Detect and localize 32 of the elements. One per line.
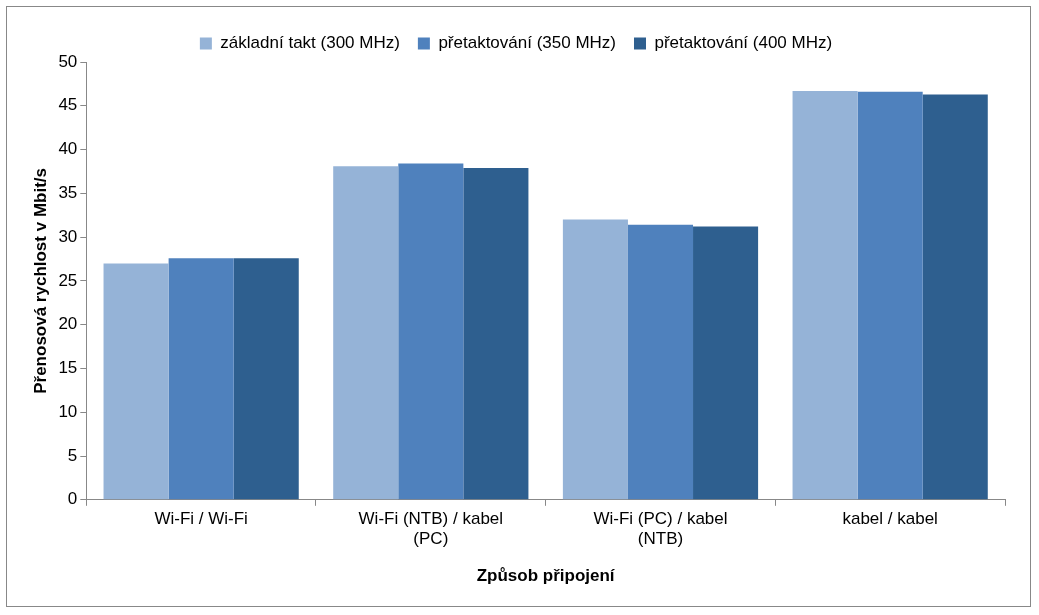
legend-label: základní takt (300 MHz) bbox=[220, 33, 400, 53]
bar bbox=[693, 226, 759, 500]
bar bbox=[168, 258, 234, 500]
x-tick-label: kabel / kabel bbox=[842, 508, 938, 528]
bar bbox=[627, 224, 694, 500]
bar bbox=[792, 90, 858, 500]
y-tick-label: 35 bbox=[58, 183, 78, 203]
x-tick-label: Wi-Fi / Wi-Fi bbox=[154, 508, 248, 528]
x-axis-title: Způsob připojení bbox=[476, 566, 616, 586]
y-tick-label: 5 bbox=[67, 445, 78, 465]
bar bbox=[562, 219, 628, 500]
y-tick-label: 15 bbox=[58, 358, 78, 378]
bar bbox=[857, 91, 923, 500]
y-tick-label: 30 bbox=[58, 226, 78, 246]
y-tick-label: 10 bbox=[58, 401, 78, 421]
bar bbox=[103, 263, 169, 500]
x-tick-label: Wi-Fi (NTB) / kabel (PC) bbox=[358, 508, 504, 549]
bar bbox=[333, 166, 399, 500]
y-tick-label: 20 bbox=[58, 314, 78, 334]
y-tick-label: 50 bbox=[58, 51, 78, 71]
legend-label: přetaktování (350 MHz) bbox=[438, 33, 617, 53]
bar bbox=[922, 94, 988, 500]
legend-label: přetaktování (400 MHz) bbox=[654, 33, 833, 53]
bar bbox=[398, 163, 464, 500]
bar bbox=[463, 167, 529, 500]
y-axis-title: Přenosová rychlost v Mbit/s bbox=[30, 168, 50, 394]
y-tick-label: 0 bbox=[67, 489, 78, 509]
x-tick-label: Wi-Fi (PC) / kabel (NTB) bbox=[593, 508, 728, 549]
y-tick-label: 25 bbox=[58, 270, 78, 290]
bar bbox=[233, 258, 299, 500]
y-tick-label: 45 bbox=[58, 95, 78, 115]
y-tick-label: 40 bbox=[58, 139, 78, 159]
